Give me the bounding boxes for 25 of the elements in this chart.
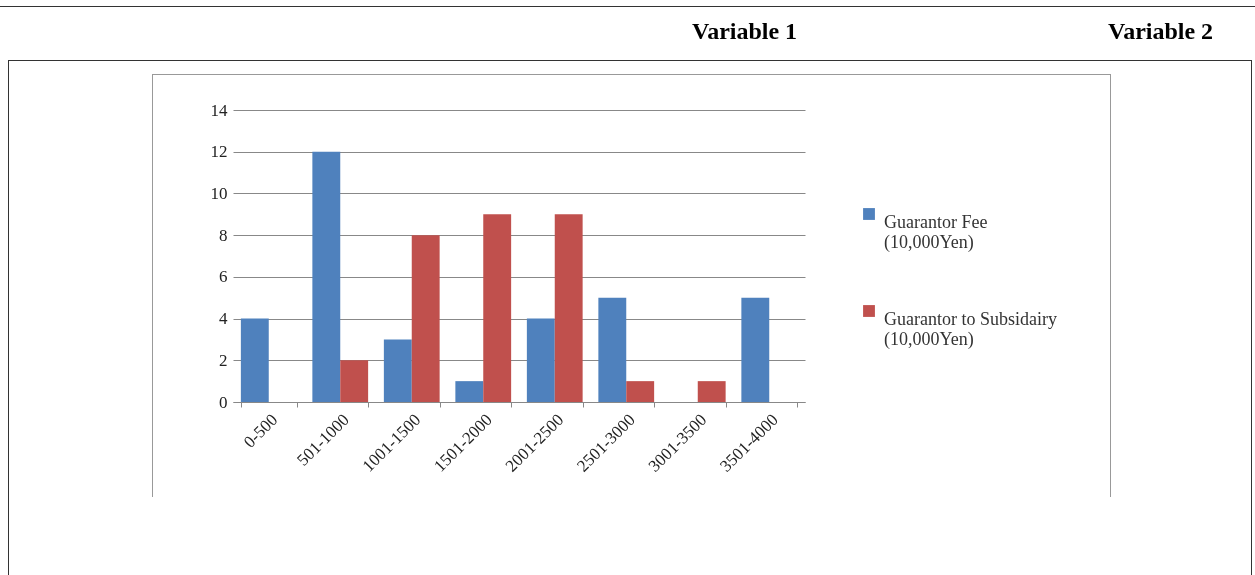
text: Variable 1 [692,18,798,45]
bar [383,339,412,402]
y-tick-label: 0 [219,392,228,412]
y-tick-label: 2 [219,350,228,370]
legend-label: Guarantor Fee (10,000Yen) [884,212,988,253]
bar [411,235,440,402]
bar [526,318,555,402]
bar [455,381,484,402]
y-tick-label: 14 [210,100,228,120]
text: Variable 2 [1108,18,1214,45]
bar [598,297,627,402]
y-tick-label: 4 [219,309,228,329]
y-tick-label: 10 [210,183,228,203]
bar [240,318,269,402]
bar [340,360,369,402]
bar [626,381,655,402]
bar [483,214,512,402]
legend-label: Guarantor to Subsidairy (10,000Yen) [884,309,1057,350]
bar [312,151,341,402]
bar [554,214,583,402]
bar [741,297,770,402]
y-tick-label: 8 [219,225,228,245]
y-tick-label: 6 [219,267,228,287]
y-tick-label: 12 [210,142,228,162]
bar [697,381,726,402]
